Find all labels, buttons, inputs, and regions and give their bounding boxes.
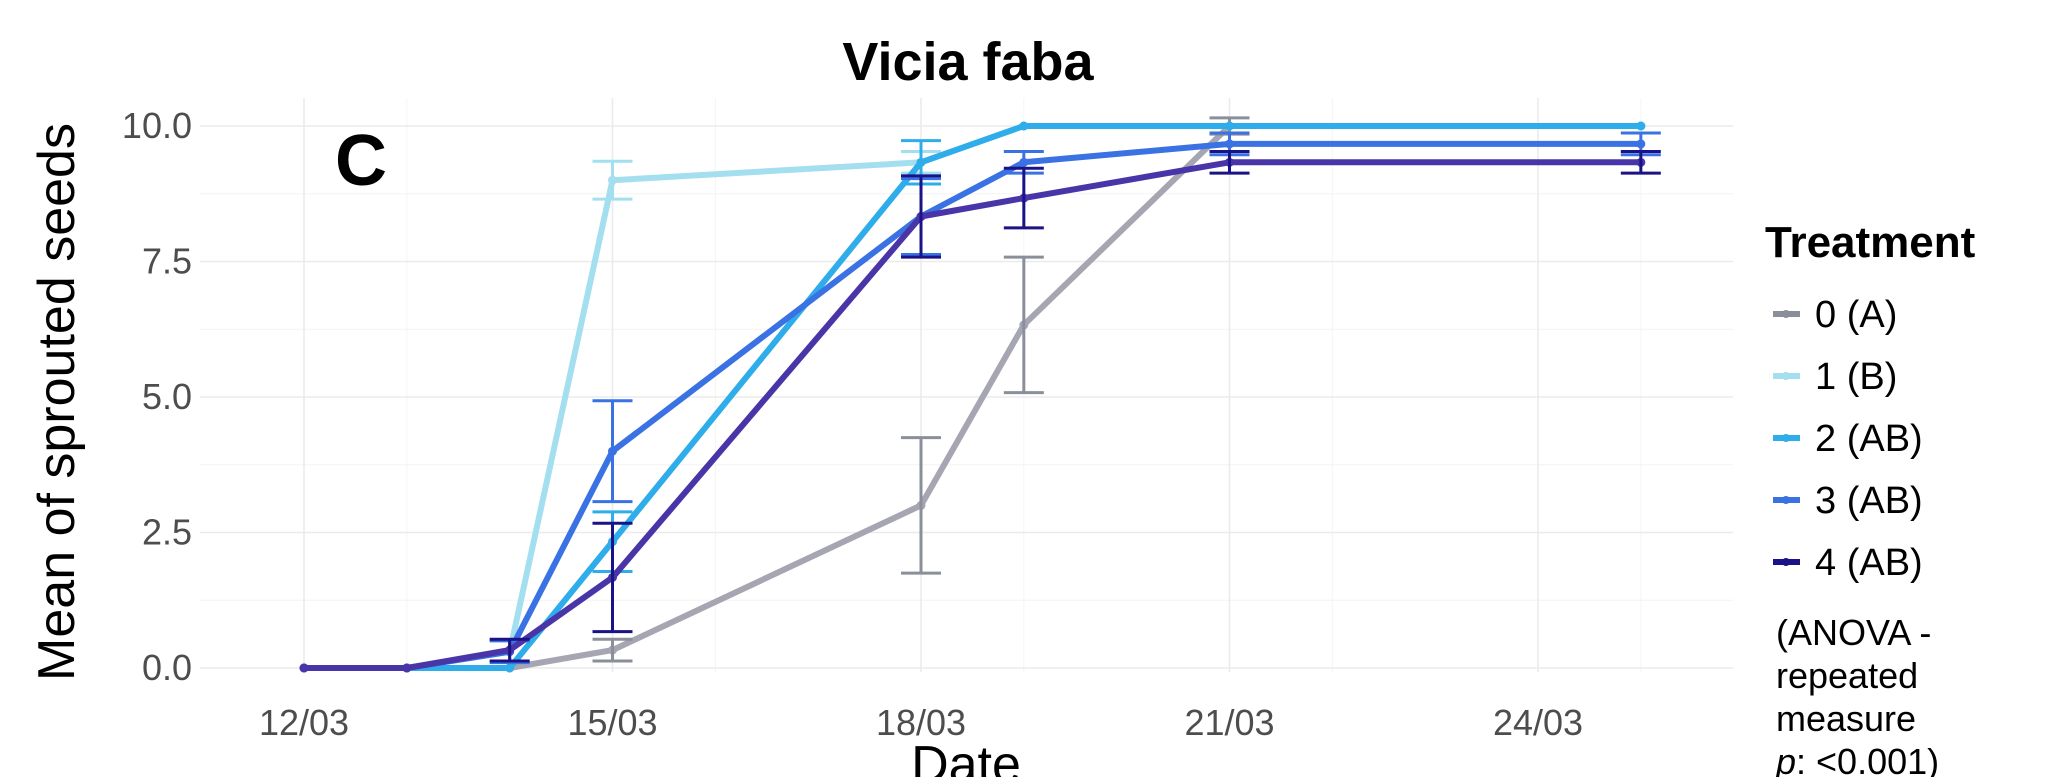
x-tick-label: 21/03	[1184, 702, 1274, 743]
series-line	[301, 159, 1644, 671]
series-layer	[299, 116, 1661, 673]
error-bar	[1003, 255, 1044, 395]
x-tick-label: 24/03	[1493, 702, 1583, 743]
stat-note-line-2: repeated	[1776, 655, 1918, 696]
data-point	[1019, 121, 1029, 131]
error-bar	[1209, 149, 1250, 175]
x-tick-label: 15/03	[567, 702, 657, 743]
legend-label: 1 (B)	[1815, 356, 1897, 398]
y-tick-label: 7.5	[142, 241, 192, 282]
data-point	[299, 663, 309, 673]
error-bar	[1003, 166, 1044, 230]
x-tick-label: 12/03	[259, 702, 349, 743]
data-point	[402, 663, 412, 673]
x-axis-label: Date	[911, 736, 1021, 777]
y-tick-label: 2.5	[142, 512, 192, 553]
panel-label: C	[335, 121, 387, 201]
error-bar	[489, 637, 530, 663]
p-value: : <0.001)	[1796, 741, 1939, 777]
y-tick-label: 10.0	[122, 105, 192, 146]
legend-label: 2 (AB)	[1815, 418, 1923, 460]
data-point	[1636, 121, 1646, 131]
y-tick-label: 5.0	[142, 376, 192, 417]
error-bar	[592, 521, 633, 634]
error-bar	[592, 399, 633, 504]
legend-item: 2 (AB)	[1773, 418, 1923, 460]
x-tick-label: 18/03	[876, 702, 966, 743]
legend-label: 4 (AB)	[1815, 542, 1923, 584]
stat-note-line-3: measure	[1776, 698, 1916, 739]
tick-labels: 0.0 2.5 5.0 7.5 10.0 12/03 15/03 18/03 21/03 24/0…	[122, 105, 1583, 743]
y-axis-label: Mean of sprouted seeds	[28, 123, 86, 681]
error-bar	[901, 174, 941, 259]
error-bar	[901, 436, 941, 575]
y-tick-label: 0.0	[142, 647, 192, 688]
error-bar	[592, 637, 633, 663]
legend-label: 0 (A)	[1815, 294, 1897, 336]
p-symbol: p	[1775, 741, 1796, 777]
data-point	[505, 663, 515, 673]
chart-title: Vicia faba	[842, 32, 1094, 92]
legend: 0 (A) 1 (B) 2 (AB) 3 (AB) 4 (AB)	[1773, 294, 1923, 584]
stat-note-line-4: p: <0.001)	[1775, 741, 1939, 777]
legend-item: 0 (A)	[1773, 294, 1897, 336]
error-bar	[1620, 149, 1661, 175]
stat-note-line-1: (ANOVA -	[1776, 612, 1931, 653]
legend-swatch-point	[1782, 558, 1790, 566]
legend-swatch-point	[1782, 372, 1790, 380]
legend-swatch-point	[1782, 434, 1790, 442]
legend-swatch-point	[1782, 496, 1790, 504]
legend-swatch-point	[1782, 310, 1790, 318]
error-bar	[592, 159, 633, 201]
series-4-ab	[299, 149, 1661, 673]
legend-item: 4 (AB)	[1773, 542, 1923, 584]
data-point	[1225, 121, 1234, 131]
legend-item: 3 (AB)	[1773, 480, 1923, 522]
legend-label: 3 (AB)	[1815, 480, 1923, 522]
legend-item: 1 (B)	[1773, 356, 1897, 398]
legend-title: Treatment	[1765, 218, 1976, 267]
